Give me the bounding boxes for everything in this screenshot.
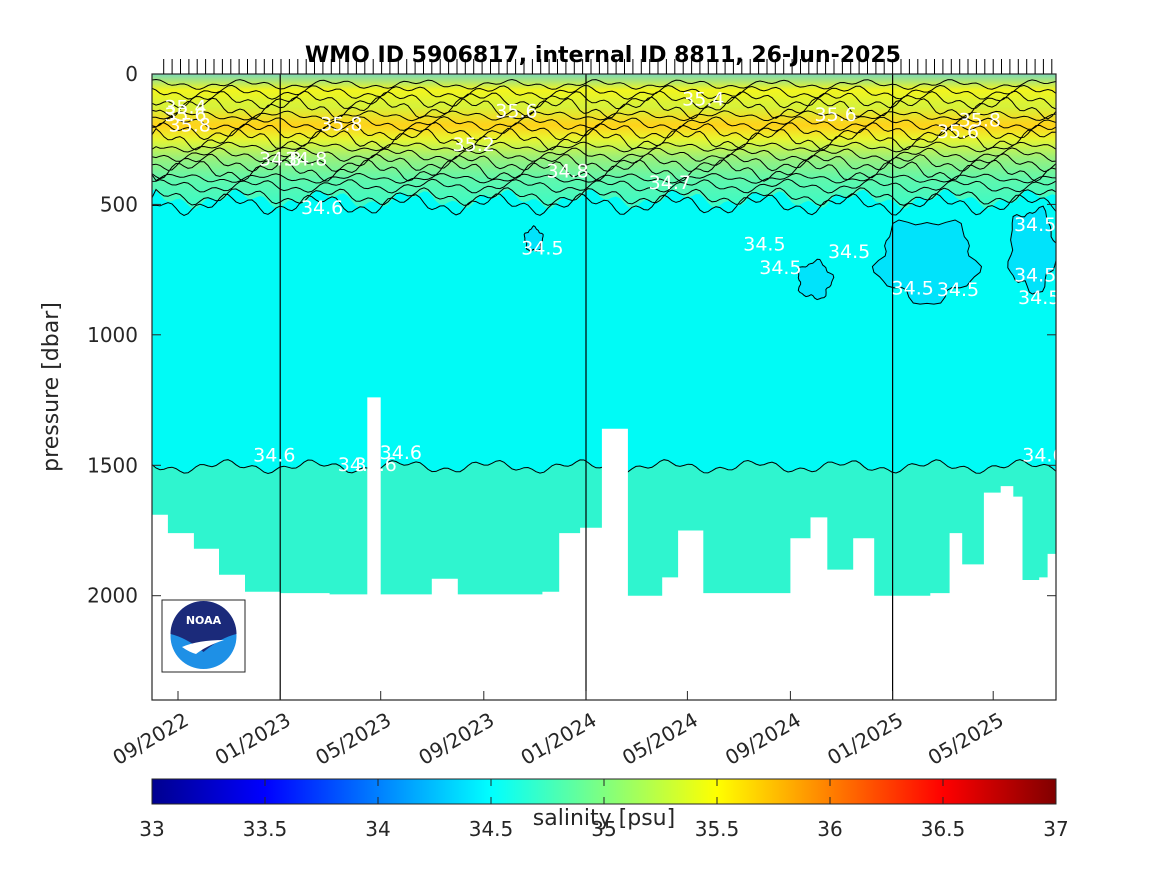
contour-label: 35.4: [682, 89, 724, 111]
x-tick-label: 05/2025: [924, 708, 1008, 770]
x-tick-label: 05/2023: [311, 708, 395, 770]
profile-ticks: [163, 59, 1053, 74]
y-axis-ticks: 0 500 1000 1500 2000: [87, 62, 1056, 608]
x-tick-label: 09/2022: [109, 708, 193, 770]
contour-label: 34.6: [253, 445, 295, 467]
upper-ocean-band: [152, 74, 1056, 210]
contour-label: 35.8: [320, 113, 362, 135]
contour-label: 34.5: [937, 279, 979, 301]
contour-label: 35.6: [164, 104, 206, 126]
colorbar-label: salinity [psu]: [533, 806, 675, 831]
x-tick-label: 09/2024: [721, 708, 805, 770]
low-salinity-patch: [797, 258, 835, 301]
contour-label: 34.5: [892, 278, 934, 300]
plot-area: 35.435.635.834.834.835.835.235.634.834.7…: [152, 74, 1064, 700]
contour-label: 34.6: [301, 197, 343, 219]
y-tick-label: 2000: [87, 584, 138, 608]
contour-label: 34.5: [521, 237, 563, 259]
contour-label: 34.6: [1022, 445, 1064, 467]
colorbar-tick-label: 35.5: [695, 817, 740, 841]
axes-box: [151, 73, 1057, 701]
contour-label: 34.5: [1014, 214, 1056, 236]
colorbar-tick-label: 34: [365, 817, 390, 841]
logo-gull-icon: [182, 640, 224, 654]
y-tick-label: 1500: [87, 453, 138, 477]
y-axis-label: pressure [dbar]: [39, 302, 64, 472]
contour-labels: 35.435.635.834.834.835.835.235.634.834.7…: [164, 89, 1064, 476]
noaa-logo: NOAA: [161, 599, 246, 673]
x-tick-label: 01/2023: [211, 708, 295, 770]
x-tick-label: 09/2023: [414, 708, 498, 770]
colorbar: 33 33.5 34 34.5 35 35.5 36 36.5 37 salinity [psu…: [139, 778, 1069, 841]
contour-label: 35.6: [815, 104, 857, 126]
x-axis-ticks: 09/2022 01/2023 05/2023 09/2023 01/2024 05/20…: [109, 691, 1008, 770]
chart-title: WMO ID 5906817, internal ID 8811, 26-Jun…: [305, 43, 901, 68]
contour-label: 35.6: [495, 100, 537, 122]
contour-label: 34.5: [759, 257, 801, 279]
contour-label: 34.6: [380, 442, 422, 464]
colorbar-tick-label: 33: [139, 817, 164, 841]
y-tick-label: 0: [125, 62, 138, 86]
y-tick-label: 500: [100, 192, 138, 216]
colorbar-ticks: 33 33.5 34 34.5 35 35.5 36 36.5 37: [139, 779, 1069, 841]
x-tick-label: 01/2025: [823, 708, 907, 770]
contour-label: 35.8: [169, 115, 211, 137]
contour-label: 34.5: [743, 233, 785, 255]
contour-label: 35.4: [164, 96, 206, 118]
x-tick-label: 05/2024: [618, 708, 702, 770]
colorbar-tick-label: 34.5: [469, 817, 514, 841]
x-tick-label: 01/2024: [517, 708, 601, 770]
year-boundary-lines: [279, 74, 894, 700]
contour-label: 34.6: [338, 454, 380, 476]
low-salinity-patch: [523, 225, 544, 253]
logo-top: [170, 601, 237, 652]
contour-label: 34.5: [1018, 287, 1060, 309]
contour-label: 35.6: [937, 121, 979, 143]
low-salinity-patch: [871, 219, 983, 305]
contour-label: 34.6: [355, 454, 397, 476]
colorbar-tick-label: 36: [817, 817, 842, 841]
contour-label: 34.5: [1014, 265, 1056, 287]
logo-text: NOAA: [186, 614, 222, 627]
no-data-region: [152, 397, 1056, 700]
contour-label: 34.8: [259, 149, 301, 171]
contour-label: 35.8: [959, 109, 1001, 131]
contour-lines: [152, 78, 1056, 475]
colorbar-tick-label: 36.5: [921, 817, 966, 841]
low-salinity-patches: [523, 205, 1056, 305]
colorbar-tick-label: 35: [591, 817, 616, 841]
colorbar-tick-label: 37: [1043, 817, 1068, 841]
low-salinity-patch: [1007, 205, 1056, 295]
contour-label: 34.8: [546, 160, 588, 182]
y-tick-label: 1000: [87, 323, 138, 347]
contour-label: 34.5: [828, 241, 870, 263]
colorbar-tick-label: 33.5: [243, 817, 288, 841]
contour-label: 35.2: [453, 134, 495, 156]
contour-label: 34.7: [649, 172, 691, 194]
contour-label: 34.8: [285, 149, 327, 171]
